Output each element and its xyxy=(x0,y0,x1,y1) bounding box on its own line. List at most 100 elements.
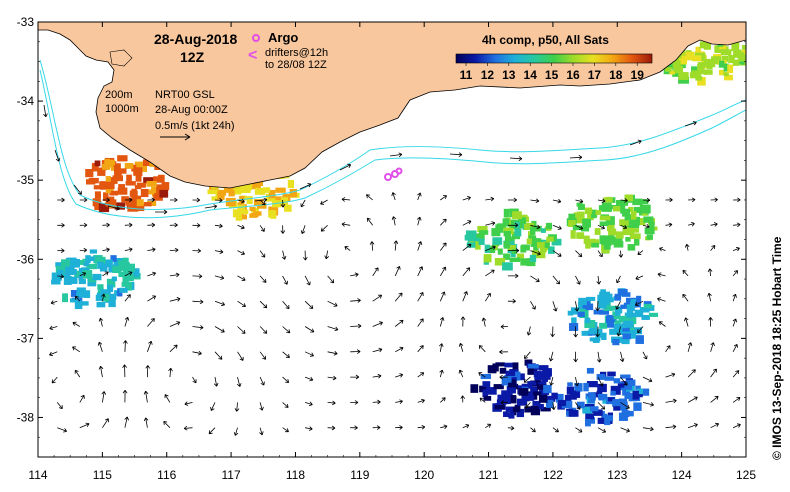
current-vector xyxy=(616,326,622,337)
contour-1000m xyxy=(39,69,746,219)
current-vector xyxy=(192,350,202,356)
colorbar-title: 4h comp, p50, All Sats xyxy=(482,33,609,47)
current-vector xyxy=(324,250,329,260)
current-vector xyxy=(462,267,471,277)
current-vector xyxy=(372,267,379,277)
current-vector xyxy=(439,317,445,327)
current-vector xyxy=(684,120,697,127)
current-vector xyxy=(208,427,216,435)
current-vector xyxy=(552,427,559,433)
current-vector xyxy=(620,198,628,203)
current-vector xyxy=(597,376,604,387)
current-vector xyxy=(550,326,555,338)
current-vector xyxy=(394,265,401,277)
current-vector xyxy=(302,250,308,261)
current-vector xyxy=(214,249,224,254)
current-vector xyxy=(169,247,179,253)
current-vector xyxy=(417,266,424,277)
current-vector xyxy=(417,192,422,201)
current-vector xyxy=(372,321,383,327)
current-vector xyxy=(237,198,245,204)
current-vector xyxy=(169,344,178,353)
current-vector xyxy=(304,351,314,357)
contour-200-label: 200m xyxy=(105,89,133,101)
current-vector xyxy=(416,216,422,226)
current-vector xyxy=(684,317,689,327)
current-vector xyxy=(102,247,110,253)
current-vector xyxy=(101,293,106,302)
current-vector xyxy=(417,345,424,353)
current-vector xyxy=(282,300,290,310)
lon-tick-label: 124 xyxy=(672,468,692,482)
current-vector xyxy=(687,423,698,429)
current-vector xyxy=(460,316,466,327)
current-vector xyxy=(372,425,381,430)
current-vector xyxy=(147,247,156,252)
current-vector xyxy=(304,326,315,333)
colorbar-ticks: 11 12 13 14 15 16 17 18 19 xyxy=(460,63,644,82)
current-vector xyxy=(732,423,741,429)
current-vector xyxy=(147,318,155,327)
current-vector xyxy=(395,373,404,378)
current-vector xyxy=(124,247,133,252)
current-vector xyxy=(642,426,654,432)
current-vector xyxy=(552,250,562,257)
current-vector xyxy=(282,402,289,408)
drifter-legend-range: to 28/08 12Z xyxy=(265,59,327,71)
current-vector xyxy=(462,424,470,429)
colorbar-tick-label: 13 xyxy=(502,68,516,82)
current-vector xyxy=(530,250,541,256)
current-vector xyxy=(305,426,313,431)
current-vector xyxy=(485,269,495,277)
current-vector xyxy=(417,318,424,327)
current-vector xyxy=(259,376,265,386)
current-vector xyxy=(732,343,738,352)
current-vector xyxy=(732,293,737,302)
current-vector xyxy=(634,300,644,306)
current-vector xyxy=(259,326,268,334)
lat-tick-label: -37 xyxy=(17,331,35,345)
current-vector xyxy=(687,396,698,403)
current-vector xyxy=(619,351,625,362)
current-vector xyxy=(327,326,339,332)
current-vector xyxy=(732,318,738,327)
current-vector xyxy=(499,349,508,355)
current-vector xyxy=(569,155,583,160)
current-vector xyxy=(97,341,103,352)
current-vector xyxy=(74,295,81,302)
current-vector xyxy=(394,292,403,302)
current-vector xyxy=(184,401,193,406)
current-vector xyxy=(192,248,202,254)
current-vector xyxy=(710,197,718,203)
longitude-axis: 114 115 116 117 118 119 120 121 122 123 124 125 xyxy=(28,22,756,482)
current-vector xyxy=(259,225,265,232)
current-vector xyxy=(192,223,201,228)
current-vector xyxy=(372,399,381,405)
current-vector xyxy=(665,197,673,203)
colorbar-tick-label: 17 xyxy=(588,68,602,82)
current-vector xyxy=(707,268,713,276)
current-vector xyxy=(530,275,540,283)
current-vector xyxy=(192,376,197,384)
current-vector xyxy=(530,224,541,230)
current-vector xyxy=(393,240,399,251)
current-vector xyxy=(620,402,630,409)
current-vector xyxy=(597,198,606,204)
current-vector xyxy=(552,224,562,230)
product-time: 28-Aug 00:00Z xyxy=(155,104,228,116)
current-vector xyxy=(169,272,180,278)
current-vector xyxy=(707,292,712,302)
current-vector xyxy=(50,300,58,305)
lon-tick-label: 116 xyxy=(157,468,176,482)
current-vector xyxy=(551,402,556,410)
current-vector xyxy=(507,248,520,253)
current-vector xyxy=(192,299,204,305)
current-vector xyxy=(439,343,444,352)
current-vector xyxy=(732,397,741,403)
current-vector xyxy=(372,294,383,302)
current-vector xyxy=(79,247,88,253)
current-vector xyxy=(123,340,128,352)
current-vector xyxy=(282,326,291,334)
current-vector xyxy=(507,197,518,203)
